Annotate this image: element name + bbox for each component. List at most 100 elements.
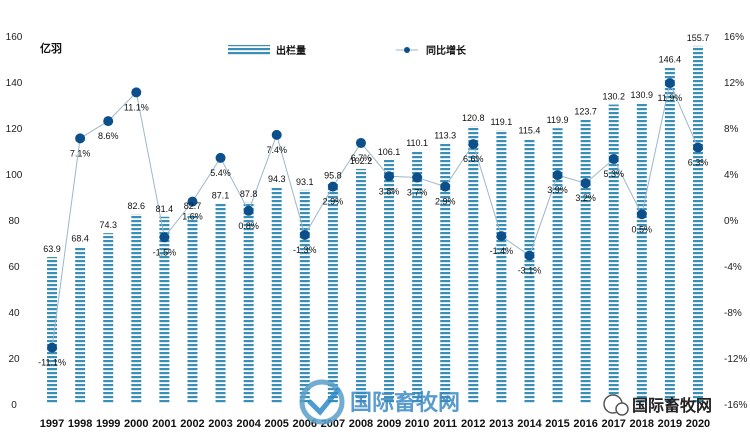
growth-point-2001 [159, 232, 170, 243]
y2-tick-label-3: -4% [724, 262, 742, 273]
growth-label-2000: 11.1% [124, 102, 149, 112]
corner-watermark-logo: 国际畜牧网 [603, 394, 712, 416]
bar-label-2015: 119.9 [547, 115, 569, 125]
y-tick-label-60: 60 [8, 262, 20, 273]
x-tick-label-2003: 2003 [208, 418, 232, 430]
corner-watermark-text: 国际畜牧网 [632, 396, 712, 415]
bar-1997 [47, 257, 58, 404]
check-icon [307, 387, 341, 416]
y-tick-label-20: 20 [8, 354, 20, 365]
growth-label-1997: -11.1% [38, 358, 66, 368]
growth-label-2007: 2.9% [323, 197, 344, 207]
growth-point-2002 [187, 196, 198, 207]
growth-point-2005 [271, 129, 282, 140]
growth-point-2000 [131, 87, 142, 98]
x-tick-label-2010: 2010 [405, 418, 429, 430]
bar-label-2016: 123.7 [574, 106, 597, 116]
bar-1999 [103, 233, 114, 404]
x-tick-label-1997: 1997 [40, 418, 64, 430]
growth-label-2006: -1.3% [293, 245, 317, 255]
growth-point-2013 [496, 231, 507, 242]
bar-2006 [299, 189, 310, 404]
x-tick-label-2019: 2019 [658, 418, 682, 430]
legend-label-bar: 出栏量 [276, 44, 306, 57]
bar-label-2012: 120.8 [462, 113, 485, 123]
bar-2014 [524, 138, 535, 404]
y2-tick-label-8: 16% [724, 32, 744, 43]
growth-label-2010: 3.7% [407, 187, 428, 197]
bar-2008 [355, 168, 366, 404]
center-watermark-logo: 国际畜牧网 [299, 379, 460, 425]
bar-2000 [131, 214, 142, 404]
bar-label-2001: 81.4 [156, 204, 174, 214]
growth-label-2011: 2.9% [435, 197, 456, 207]
bar-2018 [636, 102, 647, 405]
growth-label-2018: 0.5% [632, 224, 653, 234]
x-tick-label-2000: 2000 [124, 418, 148, 430]
center-watermark-emblem [299, 379, 345, 425]
x-tick-label-2015: 2015 [545, 418, 569, 430]
bar-2017 [608, 104, 619, 404]
bar-2010 [412, 150, 423, 404]
growth-point-2018 [636, 209, 647, 220]
growth-point-2008 [355, 137, 366, 148]
y-tick-label-140: 140 [6, 78, 23, 89]
growth-label-1998: 7.1% [70, 148, 91, 158]
growth-label-2019: 11.9% [657, 93, 682, 103]
bar-label-2009: 106.1 [378, 147, 401, 157]
x-tick-label-2004: 2004 [236, 418, 261, 430]
axes-layer: 0 20 40 60 80 100 120 140 160 -16% -12% -8% -4% 0% 4% 8… [6, 32, 748, 430]
bar-2019 [664, 67, 675, 404]
bar-label-2002: 82.7 [184, 201, 202, 211]
growth-point-2020 [692, 142, 703, 153]
x-tick-label-2009: 2009 [377, 418, 401, 430]
bar-2015 [552, 128, 563, 405]
y-tick-label-0: 0 [11, 400, 17, 411]
y-tick-label-120: 120 [6, 124, 23, 135]
growth-line [51, 81, 699, 348]
growth-label-2004: 0.8% [238, 221, 259, 231]
growth-point-2007 [327, 181, 338, 192]
x-tick-label-2014: 2014 [517, 418, 542, 430]
growth-point-1999 [103, 116, 114, 127]
growth-point-2011 [440, 181, 451, 192]
bar-2016 [580, 119, 591, 405]
growth-point-2006 [299, 229, 310, 240]
labels-layer: 63.9 68.4 74.3 82.6 81.4 82.7 87.1 87.8 94.3 93.1… [38, 33, 709, 368]
x-tick-label-2005: 2005 [264, 418, 288, 430]
bar-1998 [75, 246, 86, 404]
y-tick-label-160: 160 [6, 32, 23, 43]
chat-bubble-icon-small [615, 402, 629, 416]
y-tick-label-40: 40 [8, 308, 20, 319]
legend-label-line: 同比增长 [426, 44, 467, 57]
growth-label-2020: 6.3% [688, 158, 709, 168]
line-layer [47, 78, 703, 353]
growth-point-2017 [608, 154, 619, 165]
growth-label-2017: 5.3% [603, 169, 624, 179]
growth-label-2016: 3.2% [575, 193, 596, 203]
x-tick-label-2002: 2002 [180, 418, 204, 430]
growth-point-1997 [47, 342, 58, 353]
y2-tick-label-6: 8% [724, 124, 739, 135]
growth-point-2012 [468, 139, 479, 150]
bar-label-2007: 95.8 [324, 171, 342, 181]
y-tick-label-100: 100 [6, 170, 23, 181]
bar-2003 [215, 203, 226, 404]
bar-label-2014: 115.4 [519, 126, 541, 136]
x-tick-label-1998: 1998 [68, 418, 92, 430]
bar-2012 [468, 126, 479, 404]
growth-label-2014: -3.1% [518, 266, 542, 276]
growth-label-2003: 5.4% [210, 168, 231, 178]
growth-point-2009 [384, 171, 395, 182]
growth-point-2003 [215, 152, 226, 163]
growth-point-2019 [664, 78, 675, 89]
legend-swatch-bar [228, 45, 270, 55]
bars-layer [47, 45, 703, 405]
x-tick-label-2017: 2017 [601, 418, 625, 430]
bar-2009 [384, 159, 395, 404]
bar-2007 [327, 183, 338, 404]
growth-label-2005: 7.4% [266, 145, 287, 155]
growth-label-2013: -1.4% [490, 246, 514, 256]
y2-tick-label-4: 0% [724, 216, 739, 227]
